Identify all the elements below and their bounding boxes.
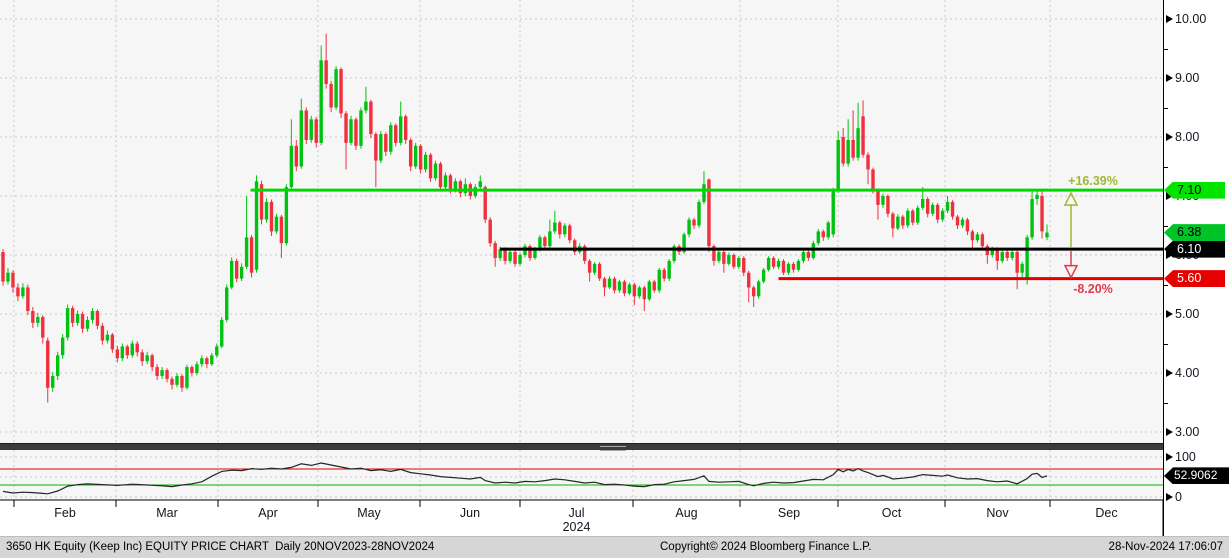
price-minor-tick — [1163, 107, 1168, 109]
annotation-lines — [250, 188, 1163, 281]
tick-arrow-icon — [1166, 251, 1173, 259]
price-tick-text: 5.00 — [1175, 307, 1200, 321]
price-minor-tick — [1163, 343, 1168, 345]
price-minor-tick — [1163, 225, 1168, 227]
x-axis-year-label: 2024 — [562, 520, 591, 534]
tick-arrow-icon — [1166, 133, 1173, 141]
x-axis-month-label: Apr — [258, 506, 278, 520]
indicator-tick-label: 100 — [1166, 450, 1196, 464]
x-axis-month-label: Dec — [1095, 506, 1118, 520]
stop-price-badge: 5.60 — [1164, 270, 1225, 288]
x-axis-month-label: Jun — [459, 506, 481, 520]
tick-arrow-icon — [1166, 493, 1173, 501]
price-tick-text: 9.00 — [1175, 71, 1200, 85]
price-tick-label: 3.00 — [1166, 425, 1199, 439]
tick-arrow-icon — [1166, 453, 1173, 461]
candlesticks — [1, 33, 1049, 403]
tick-arrow-icon — [1166, 310, 1173, 318]
price-tick-label: 5.00 — [1166, 307, 1199, 321]
price-minor-tick — [1163, 402, 1168, 404]
price-minor-tick — [1163, 284, 1168, 286]
panel-divider-handle[interactable] — [0, 443, 1163, 451]
price-tick-text: 8.00 — [1175, 130, 1200, 144]
base-price-badge: 6.10 — [1164, 240, 1225, 258]
change-arrows — [1063, 191, 1079, 280]
copyright-text: Copyright© 2024 Bloomberg Finance L.P. — [660, 541, 872, 553]
price-tick-text: 10.00 — [1175, 12, 1207, 26]
price-minor-tick — [1163, 48, 1168, 50]
tick-arrow-icon — [1166, 192, 1173, 200]
price-tick-label: 4.00 — [1166, 366, 1199, 380]
tick-arrow-icon — [1166, 15, 1173, 23]
timestamp-text: 28-Nov-2024 17:06:07 — [1108, 541, 1223, 553]
downside-percent-label: -8.20% — [1073, 282, 1113, 296]
target-price-badge: 7.10 — [1164, 181, 1225, 199]
price-tick-label: 8.00 — [1166, 130, 1199, 144]
divider-grip-icon — [600, 446, 626, 451]
price-tick-text: 4.00 — [1175, 366, 1200, 380]
x-axis-month-label: May — [357, 506, 381, 520]
tick-arrow-icon — [1166, 74, 1173, 82]
plot-right-border — [1163, 0, 1164, 540]
price-minor-tick — [1163, 166, 1168, 168]
tick-arrow-icon — [1166, 428, 1173, 436]
indicator-tick-label: 0 — [1166, 490, 1182, 504]
x-axis-month-label: Oct — [881, 506, 902, 520]
x-axis-month-label: Aug — [675, 506, 698, 520]
x-axis-month-label: Mar — [156, 506, 178, 520]
indicator-tick-text: 0 — [1175, 490, 1182, 504]
x-axis-month-label: Feb — [54, 506, 76, 520]
status-bar: 3650 HK Equity (Keep Inc) EQUITY PRICE C… — [0, 536, 1229, 558]
x-axis-month-label: Nov — [986, 506, 1009, 520]
chart-title-text: 3650 HK Equity (Keep Inc) EQUITY PRICE C… — [6, 541, 435, 553]
price-tick-label: 9.00 — [1166, 71, 1199, 85]
tick-arrow-icon — [1166, 369, 1173, 377]
upside-percent-label: +16.39% — [1068, 174, 1118, 188]
last-price-badge: 6.38 — [1164, 224, 1225, 242]
x-axis-month-label: Sep — [777, 506, 801, 520]
indicator-tick-text: 100 — [1175, 450, 1196, 464]
price-tick-label: 10.00 — [1166, 12, 1206, 26]
x-axis-month-label: Jul — [568, 506, 585, 520]
indicator-panel — [0, 462, 1163, 495]
indicator-last-value-badge: 52.9062 — [1164, 467, 1229, 485]
price-tick-text: 3.00 — [1175, 425, 1200, 439]
